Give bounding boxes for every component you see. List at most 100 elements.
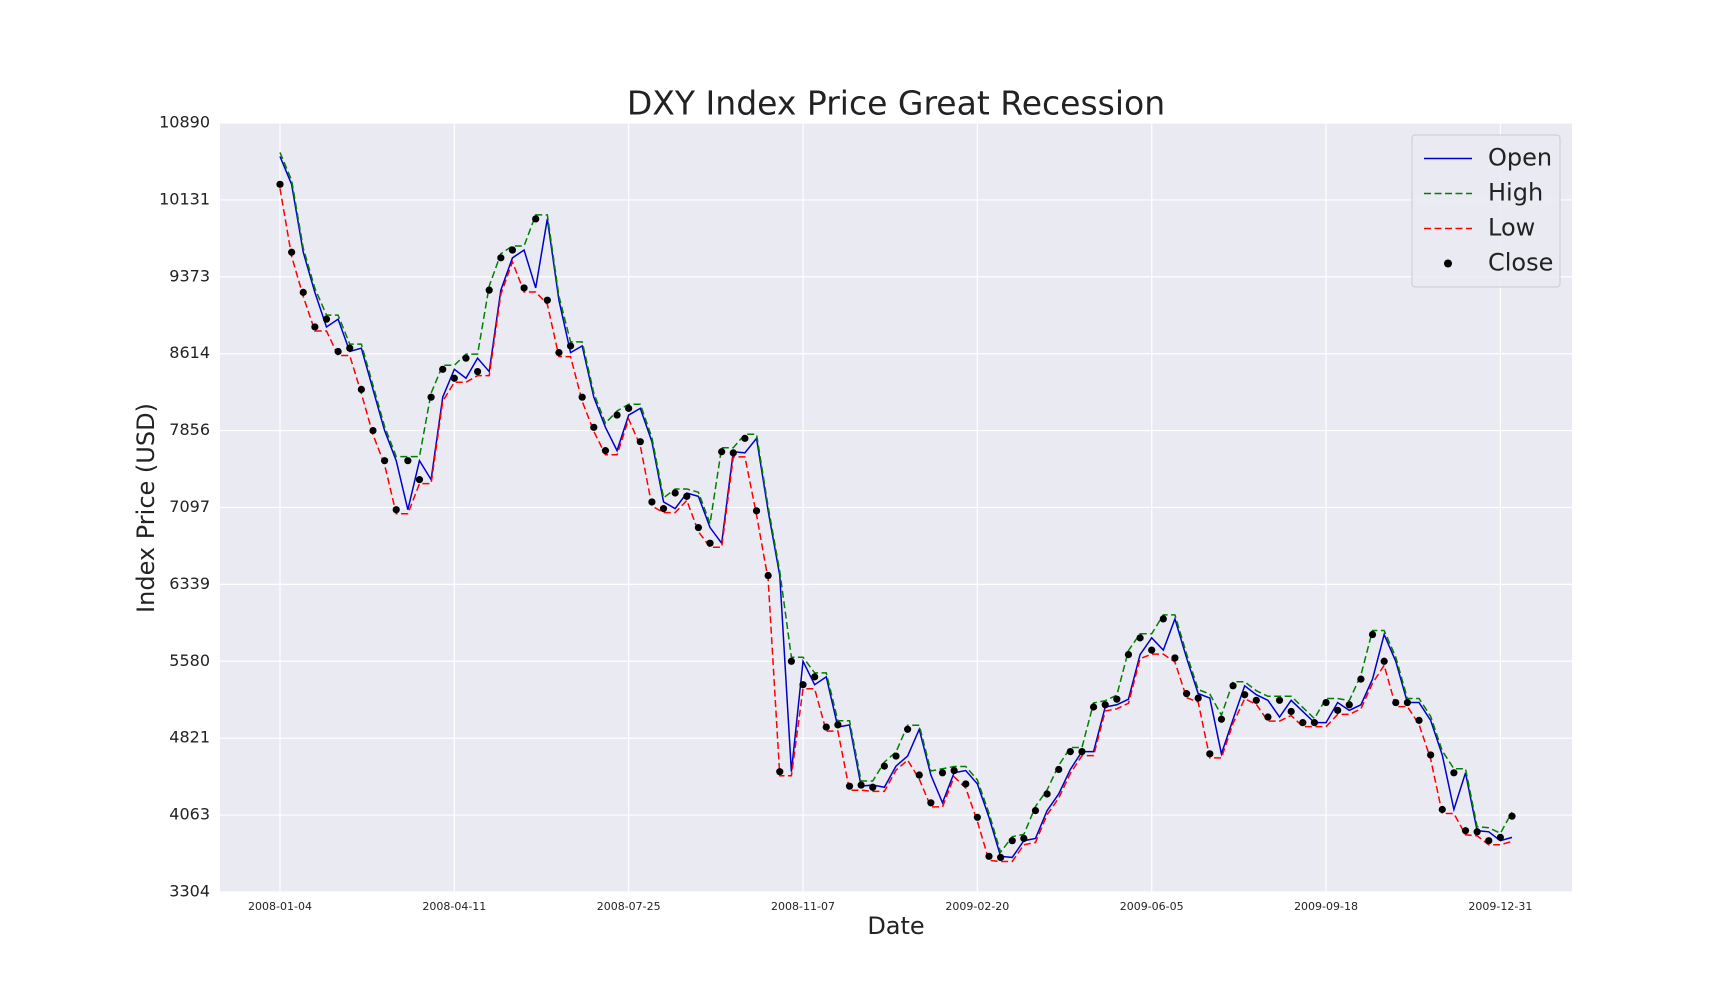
data-point: [1392, 698, 1400, 707]
data-point: [683, 492, 691, 500]
data-point: [915, 771, 923, 779]
data-point: [276, 180, 284, 188]
data-point: [1485, 837, 1493, 845]
data-point: [578, 393, 586, 401]
data-point: [322, 315, 331, 323]
x-tick-label: 2009-02-20: [945, 900, 1009, 913]
x-tick-label: 2008-07-25: [597, 900, 661, 913]
data-point: [1322, 698, 1330, 707]
data-point: [601, 447, 610, 455]
data-point: [1217, 715, 1226, 723]
data-point: [1182, 690, 1191, 698]
data-point: [1438, 805, 1446, 814]
data-point: [1055, 765, 1063, 774]
x-tick-label: 2008-04-11: [422, 900, 486, 913]
data-point: [1043, 790, 1051, 798]
y-tick-label: 4821: [169, 728, 210, 747]
legend-label: Open: [1488, 144, 1552, 172]
y-tick-label: 5580: [169, 651, 210, 670]
data-point: [950, 766, 958, 775]
data-point: [962, 780, 970, 788]
legend-label: Low: [1488, 214, 1535, 242]
data-point: [288, 248, 296, 256]
data-point: [334, 347, 342, 356]
data-point: [381, 457, 389, 465]
data-point: [357, 385, 365, 394]
data-point: [741, 434, 749, 442]
data-point: [845, 782, 854, 790]
data-point: [834, 721, 842, 729]
x-tick-label: 2009-06-05: [1120, 900, 1184, 913]
data-point: [1508, 812, 1516, 820]
data-point: [508, 246, 517, 254]
data-point: [694, 523, 703, 532]
x-tick-label: 2008-01-04: [248, 900, 312, 913]
data-point: [811, 673, 819, 681]
y-tick-label: 10890: [159, 113, 210, 132]
y-tick-label: 3304: [169, 882, 210, 901]
data-point: [1171, 654, 1179, 662]
data-point: [520, 284, 528, 292]
x-tick-label: 2008-11-07: [771, 900, 835, 913]
data-point: [1368, 630, 1377, 639]
data-point: [1031, 806, 1040, 815]
y-tick-label: 6339: [169, 574, 210, 593]
data-point: [1089, 703, 1098, 711]
legend-box: [1411, 134, 1561, 288]
data-point: [857, 781, 865, 789]
data-point: [1252, 696, 1260, 704]
chart-title: DXY Index Price Great Recession: [627, 84, 1165, 123]
data-point: [1229, 682, 1237, 690]
data-point: [1136, 634, 1144, 642]
data-point: [1101, 701, 1109, 709]
data-point: [927, 799, 935, 807]
data-point: [718, 448, 726, 456]
data-point: [776, 768, 784, 776]
data-point: [706, 539, 714, 547]
data-point: [1194, 694, 1202, 702]
data-point: [1299, 719, 1307, 727]
data-point: [1241, 691, 1249, 699]
legend-label: High: [1488, 179, 1543, 207]
data-point: [346, 344, 354, 352]
y-tick-label: 10131: [159, 189, 210, 208]
data-point: [427, 393, 435, 401]
data-point: [752, 507, 761, 515]
data-point: [1287, 707, 1295, 716]
data-point: [764, 571, 772, 580]
data-point: [1206, 750, 1214, 758]
data-point: [462, 354, 470, 362]
data-point: [1403, 698, 1411, 707]
data-point: [1113, 695, 1121, 703]
legend-label: Close: [1488, 249, 1553, 277]
data-point: [1159, 615, 1167, 623]
data-point: [648, 498, 656, 506]
data-point: [985, 852, 993, 860]
data-point: [1078, 748, 1086, 756]
data-point: [497, 254, 505, 262]
data-point: [1461, 827, 1470, 835]
data-point: [1334, 706, 1342, 714]
data-point: [997, 853, 1005, 862]
data-point: [485, 286, 493, 294]
data-point: [880, 762, 888, 770]
data-point: [904, 725, 912, 733]
data-point: [787, 657, 795, 665]
y-tick-label: 7097: [169, 497, 210, 516]
data-point: [1124, 650, 1133, 659]
data-point: [892, 752, 900, 760]
data-point: [1427, 751, 1435, 759]
y-tick-label: 9373: [169, 266, 210, 285]
data-point: [1066, 748, 1074, 756]
data-point: [1380, 657, 1388, 665]
data-point: [1264, 713, 1272, 721]
data-point: [659, 505, 668, 513]
data-point: [799, 681, 807, 689]
data-point: [1148, 646, 1156, 654]
data-point: [392, 506, 400, 514]
data-point: [532, 215, 540, 223]
y-tick-label: 8614: [169, 343, 210, 362]
series-line: [279, 188, 1513, 863]
data-point: [1357, 675, 1365, 683]
